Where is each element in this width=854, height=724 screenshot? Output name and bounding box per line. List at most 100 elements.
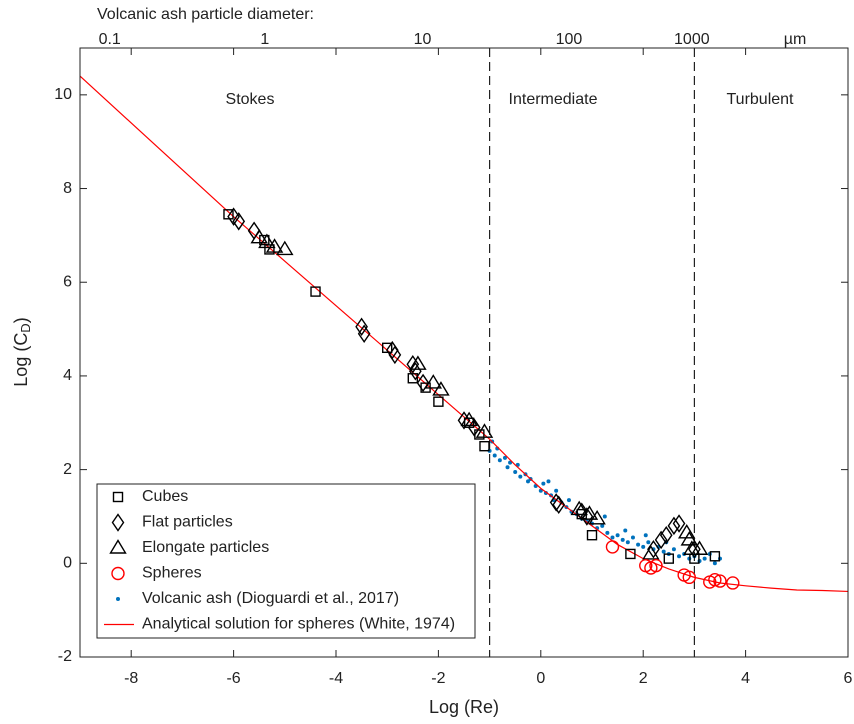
top-tick-label: 1 <box>260 31 269 48</box>
dot-marker <box>712 561 717 566</box>
dot-marker <box>518 474 523 479</box>
top-axis-unit: µm <box>784 31 807 48</box>
dot-marker <box>641 544 646 549</box>
region-label: Stokes <box>226 91 275 108</box>
dot-marker <box>646 540 651 545</box>
triangle-marker <box>258 233 276 249</box>
legend-label: Analytical solution for spheres (White, … <box>142 616 455 633</box>
y-axis-label-sub: D <box>18 323 33 332</box>
legend-box <box>96 483 476 639</box>
curve <box>79 75 849 593</box>
triangle-marker <box>250 228 268 244</box>
top-tick-label: 0.1 <box>99 31 121 48</box>
diamond-marker <box>355 317 368 336</box>
y-axis-label: Log (CD) <box>11 317 34 386</box>
diamond-marker <box>647 540 660 559</box>
triangle-marker <box>276 240 294 256</box>
square-marker <box>382 342 393 354</box>
diamond-marker <box>111 513 125 532</box>
triangle-marker <box>460 411 478 427</box>
diamond-marker <box>549 493 563 512</box>
circle-marker <box>682 570 696 585</box>
triangle-marker <box>475 423 494 438</box>
x-axis-label: Log (Re) <box>429 697 499 717</box>
dot-marker <box>505 465 510 470</box>
y-tick-label: 2 <box>63 461 72 478</box>
triangle-marker <box>409 355 427 370</box>
square-marker <box>709 551 721 562</box>
triangle-marker <box>570 500 588 516</box>
axes-box <box>79 47 849 658</box>
dot-marker <box>492 453 497 458</box>
top-tick-label: 10 <box>414 31 432 48</box>
dot-marker <box>602 514 607 519</box>
dot-marker <box>605 530 610 535</box>
diamond-marker <box>667 516 681 536</box>
x-tick-label: 2 <box>639 670 648 687</box>
x-tick-label: 6 <box>844 670 853 687</box>
top-tick-label: 100 <box>556 31 583 48</box>
legend-label: Spheres <box>142 565 202 582</box>
square-marker <box>479 440 490 452</box>
dot-marker <box>661 549 666 554</box>
plot-area <box>79 75 849 593</box>
x-tick-label: 0 <box>536 670 545 687</box>
diamond-marker <box>357 324 371 343</box>
dot-marker <box>497 458 502 463</box>
legend-label: Elongate particles <box>142 539 269 556</box>
square-marker <box>663 553 674 564</box>
x-tick-label: -2 <box>431 670 445 687</box>
circle-marker <box>726 576 740 590</box>
y-tick-label: 10 <box>54 86 72 103</box>
diamond-marker <box>457 411 471 430</box>
y-tick-label: 0 <box>63 555 72 572</box>
region-label: Turbulent <box>727 91 795 108</box>
dot-marker <box>615 533 620 538</box>
diamond-marker <box>416 373 430 393</box>
circle-marker <box>708 573 722 587</box>
region-label: Intermediate <box>509 91 598 108</box>
y-axis-label-end: ) <box>11 317 31 323</box>
triangle-marker <box>424 374 443 389</box>
diamond-marker <box>672 514 686 533</box>
circle-marker <box>111 566 125 581</box>
square-marker <box>586 530 598 541</box>
triangle-marker <box>588 509 606 525</box>
dot-marker <box>620 537 625 542</box>
triangle-marker <box>690 540 709 555</box>
diamond-marker <box>688 540 701 559</box>
x-tick-label: -6 <box>226 670 240 687</box>
dot-marker <box>623 528 628 533</box>
dot-marker <box>630 535 635 540</box>
dot-marker <box>702 556 707 561</box>
square-marker <box>433 396 444 407</box>
y-axis-label-main: Log (C <box>11 333 31 387</box>
x-tick-label: 4 <box>741 670 750 687</box>
circle-marker <box>605 540 620 554</box>
y-tick-label: 6 <box>63 273 72 290</box>
dot-marker <box>566 498 571 503</box>
triangle-marker <box>265 238 284 253</box>
dot-marker <box>643 533 648 538</box>
y-tick-label: 8 <box>63 180 72 197</box>
circle-marker <box>713 574 727 588</box>
dot-marker <box>600 523 605 528</box>
dot-marker <box>546 479 551 484</box>
square-marker <box>407 373 418 384</box>
diamond-marker <box>232 212 246 231</box>
triangle-marker <box>580 505 599 520</box>
triangle-marker <box>109 539 127 554</box>
dot-marker <box>502 455 507 460</box>
diamond-marker <box>654 530 668 550</box>
dot-marker <box>116 597 120 601</box>
diamond-marker <box>388 345 402 365</box>
legend-label: Flat particles <box>142 514 233 531</box>
diamond-marker <box>552 495 566 514</box>
dot-marker <box>636 542 641 547</box>
legend-label: Volcanic ash (Dioguardi et al., 2017) <box>142 590 399 607</box>
top-tick-label: 1000 <box>674 31 710 48</box>
x-tick-label: -4 <box>329 670 343 687</box>
diamond-marker <box>406 354 420 374</box>
square-marker <box>310 286 321 297</box>
